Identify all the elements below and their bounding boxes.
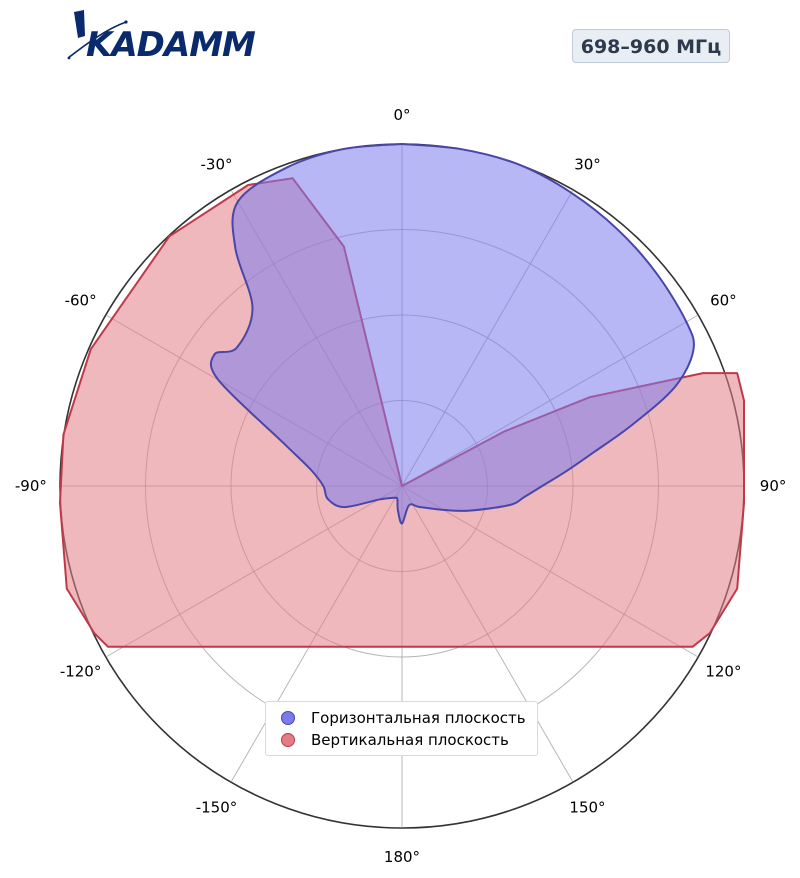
- angle-tick-label: 30°: [574, 156, 601, 174]
- angle-tick-label: 150°: [569, 798, 605, 816]
- angle-ticks: 0° 30° 60° 90° 120° 150° 180° -150° -120° -90° -60…: [15, 106, 786, 866]
- series-vertical-plane: [59, 177, 745, 648]
- angle-tick-label: 90°: [760, 477, 787, 495]
- legend-label-horizontal: Горизонтальная плоскость: [311, 709, 526, 727]
- svg-text:KADAMM: KADAMM: [86, 25, 256, 64]
- series-horizontal-plane: [209, 142, 695, 525]
- legend-item-horizontal: Горизонтальная плоскость: [281, 708, 526, 728]
- angle-tick-label: 180°: [384, 848, 420, 866]
- angle-tick-label: 0°: [393, 106, 410, 124]
- angle-tick-label: -120°: [60, 663, 102, 681]
- angle-tick-label: 120°: [705, 663, 741, 681]
- angle-tick-label: -150°: [196, 798, 238, 816]
- angle-tick-label: -60°: [65, 292, 97, 310]
- legend-item-vertical: Вертикальная плоскость: [281, 730, 509, 750]
- series-layer: [59, 142, 745, 648]
- angle-tick-label: 60°: [710, 292, 737, 310]
- angle-tick-label: -30°: [201, 156, 233, 174]
- legend-swatch-horizontal: [281, 711, 295, 725]
- legend: Горизонтальная плоскость Вертикальная пл…: [265, 701, 538, 756]
- angle-tick-label: -90°: [15, 477, 47, 495]
- legend-swatch-vertical: [281, 733, 295, 747]
- kadamm-logo: KADAMM: [67, 10, 257, 64]
- frequency-badge: 698–960 МГц: [572, 29, 730, 63]
- legend-label-vertical: Вертикальная плоскость: [311, 731, 509, 749]
